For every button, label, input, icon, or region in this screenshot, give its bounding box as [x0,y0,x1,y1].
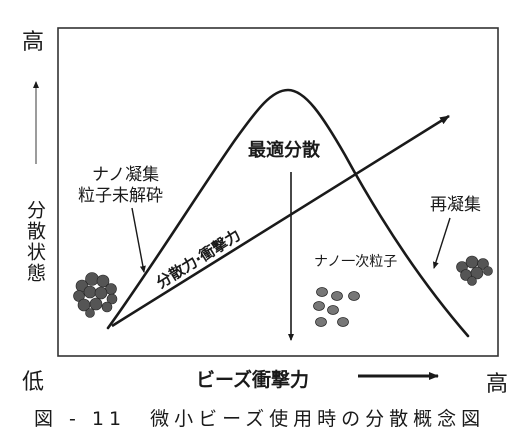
reagglomerate-cluster [456,255,493,286]
reagglomeration-label: 再凝集 [430,195,481,215]
plot-frame [57,27,499,357]
y-axis-title: 分散状態 [24,200,46,284]
y-axis-low-label: 低 [22,370,45,395]
reagg-leader [432,217,451,269]
y-axis-high-label: 高 [22,30,45,55]
force-arrow [111,114,450,328]
primary-particles [313,287,360,327]
nano-agglomerate-label-line2: 粒子未解砕 [78,186,163,206]
dispersion-curve [106,88,470,338]
nano-agglomerate-label-line1: ナノ凝集 [92,165,160,185]
nano-agg-leader [131,207,146,273]
figure-caption: 図 - 11 微小ビーズ使用時の分散概念図 [34,408,486,430]
x-axis-high-label: 高 [486,372,509,397]
nano-primary-particle-label: ナノ一次粒子 [314,254,398,270]
x-axis-title: ビーズ衝撃力 [196,369,310,391]
nano-agglomerate-cluster [73,272,118,318]
optimal-dispersion-label: 最適分散 [248,140,320,161]
